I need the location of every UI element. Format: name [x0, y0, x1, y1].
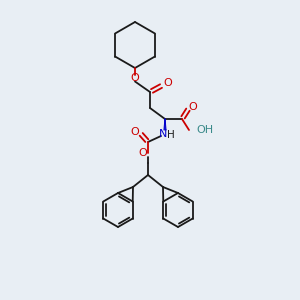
- Text: O: O: [130, 127, 140, 137]
- Text: O: O: [130, 73, 140, 83]
- Text: O: O: [189, 102, 197, 112]
- Text: N: N: [159, 129, 167, 139]
- Text: OH: OH: [196, 125, 213, 135]
- Text: H: H: [167, 130, 175, 140]
- Text: O: O: [164, 78, 172, 88]
- Text: O: O: [139, 148, 147, 158]
